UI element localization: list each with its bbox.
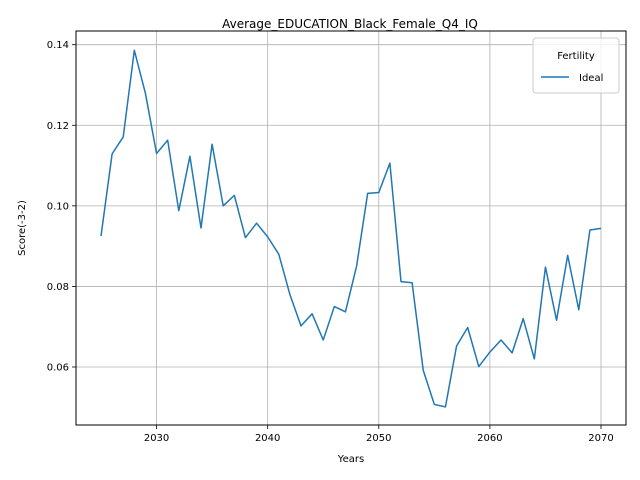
y-tick-label: 0.12: [47, 121, 69, 132]
y-tick-label: 0.08: [47, 282, 69, 293]
y-tick-label: 0.14: [47, 40, 69, 51]
legend-label-ideal: Ideal: [579, 73, 603, 84]
chart-title: Average_EDUCATION_Black_Female_Q4_IQ: [222, 17, 478, 31]
x-tick-label: 2070: [588, 433, 613, 444]
series-lines: [100, 49, 602, 408]
x-tick-label: 2060: [477, 433, 502, 444]
y-axis-label: Score(-3-2): [17, 200, 28, 256]
legend-title: Fertility: [557, 51, 595, 62]
series-line-ideal: [100, 49, 602, 408]
x-tick-label: 2040: [255, 433, 280, 444]
y-axis-ticks: 0.06 0.08 0.10 0.12 0.14: [47, 40, 76, 373]
x-tick-label: 2050: [366, 433, 391, 444]
legend-box: [532, 37, 620, 94]
x-tick-label: 2030: [144, 433, 169, 444]
plot-frame: [75, 30, 627, 426]
legend: Fertility Ideal: [532, 37, 620, 94]
x-axis-ticks: 2030 2040 2050 2060 2070: [144, 425, 614, 444]
y-tick-label: 0.10: [47, 201, 69, 212]
x-axis-label: Years: [337, 454, 364, 465]
y-tick-label: 0.06: [47, 362, 69, 373]
